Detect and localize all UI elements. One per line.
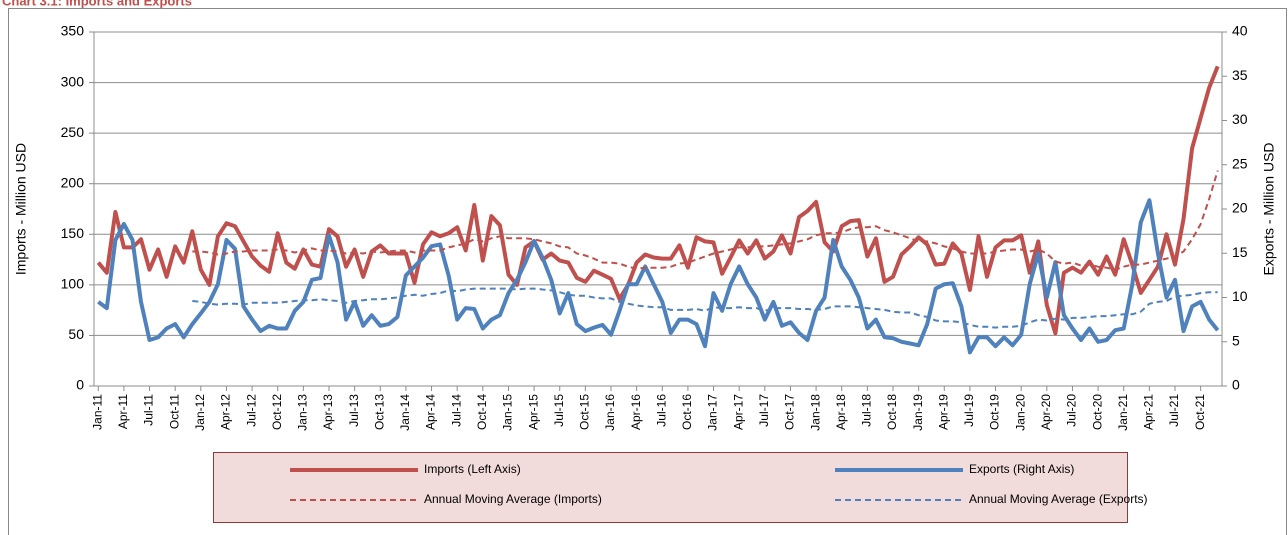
x-tick-label: Oct-13 [372, 394, 386, 430]
y-tick-label: 350 [61, 23, 85, 39]
x-tick-label: Apr-17 [731, 394, 745, 430]
x-tick-label: Jul-12 [244, 394, 258, 427]
x-tick-label: Apr-20 [1039, 394, 1053, 430]
legend-label: Exports (Right Axis) [969, 462, 1074, 476]
y2-tick-label: 0 [1232, 377, 1240, 393]
y2-tick-label: 10 [1232, 288, 1248, 304]
y-tick-label: 150 [61, 225, 85, 241]
x-tick-label: Oct-11 [167, 394, 181, 429]
y-tick-label: 100 [61, 276, 85, 292]
y-tick-label: 50 [68, 326, 84, 342]
y-tick-label: 250 [61, 124, 85, 140]
x-tick-label: Jan-18 [808, 394, 822, 431]
x-tick-label: Oct-21 [1193, 394, 1207, 430]
y-tick-label: 300 [61, 73, 85, 89]
y2-tick-label: 15 [1232, 244, 1248, 260]
x-tick-label: Jul-14 [449, 394, 463, 427]
x-tick-label: Oct-15 [578, 394, 592, 430]
x-tick-label: Jan-13 [296, 394, 310, 431]
legend-label: Imports (Left Axis) [424, 462, 521, 476]
x-tick-label: Oct-20 [1090, 394, 1104, 430]
x-tick-label: Jul-21 [1167, 394, 1181, 427]
x-tick-label: Apr-21 [1142, 394, 1156, 430]
x-tick-label: Jan-11 [90, 394, 104, 430]
chart-title: Chart 3.1: Imports and Exports [2, 0, 192, 8]
series-line [96, 65, 1220, 336]
x-tick-label: Jan-19 [911, 394, 925, 431]
y-tick-label: 0 [76, 377, 84, 393]
x-tick-label: Apr-14 [424, 394, 438, 430]
x-tick-label: Apr-16 [629, 394, 643, 430]
x-tick-label: Jan-16 [603, 394, 617, 431]
y2-tick-label: 25 [1232, 155, 1248, 171]
y2-tick-label: 35 [1232, 67, 1248, 83]
y2-tick-label: 40 [1232, 23, 1248, 39]
x-tick-label: Jul-19 [962, 394, 976, 427]
y2-tick-label: 20 [1232, 200, 1248, 216]
x-tick-label: Jul-20 [1065, 394, 1079, 427]
y2-axis-title: Exports - Million USD [1261, 142, 1277, 275]
x-tick-label: Jan-21 [1116, 394, 1130, 431]
y2-tick-label: 5 [1232, 332, 1240, 348]
x-tick-label: Jan-17 [706, 394, 720, 431]
x-tick-label: Jul-16 [654, 394, 668, 427]
y-axis-title: Imports - Million USD [13, 143, 29, 275]
x-tick-label: Oct-16 [680, 394, 694, 430]
x-tick-label: Oct-12 [270, 394, 284, 430]
x-tick-label: Jul-17 [757, 394, 771, 427]
x-tick-label: Jul-18 [860, 394, 874, 427]
x-tick-label: Oct-14 [475, 394, 489, 430]
legend-label: Annual Moving Average (Imports) [424, 492, 602, 506]
x-tick-label: Apr-12 [219, 394, 233, 430]
x-tick-label: Jul-15 [552, 394, 566, 427]
x-tick-label: Jan-14 [398, 394, 412, 431]
x-tick-label: Apr-15 [526, 394, 540, 430]
y2-tick-label: 30 [1232, 111, 1248, 127]
x-tick-label: Oct-18 [885, 394, 899, 430]
legend-label: Annual Moving Average (Exports) [969, 492, 1148, 506]
x-tick-label: Jan-12 [193, 394, 207, 431]
x-tick-label: Apr-13 [321, 394, 335, 430]
x-tick-label: Jan-15 [501, 394, 515, 431]
series-line [97, 198, 1220, 355]
series-line [192, 287, 1218, 329]
y-tick-label: 200 [61, 174, 85, 190]
legend-box [213, 452, 1128, 523]
x-tick-label: Jul-13 [347, 394, 361, 427]
x-tick-label: Oct-19 [988, 394, 1002, 430]
x-tick-label: Oct-17 [783, 394, 797, 430]
series-line [192, 170, 1219, 271]
chart-frame [8, 8, 1287, 535]
x-tick-label: Apr-11 [116, 394, 130, 429]
x-tick-label: Apr-18 [834, 394, 848, 430]
x-tick-label: Jul-11 [142, 394, 156, 426]
x-tick-label: Jan-20 [1013, 394, 1027, 431]
x-tick-label: Apr-19 [936, 394, 950, 430]
